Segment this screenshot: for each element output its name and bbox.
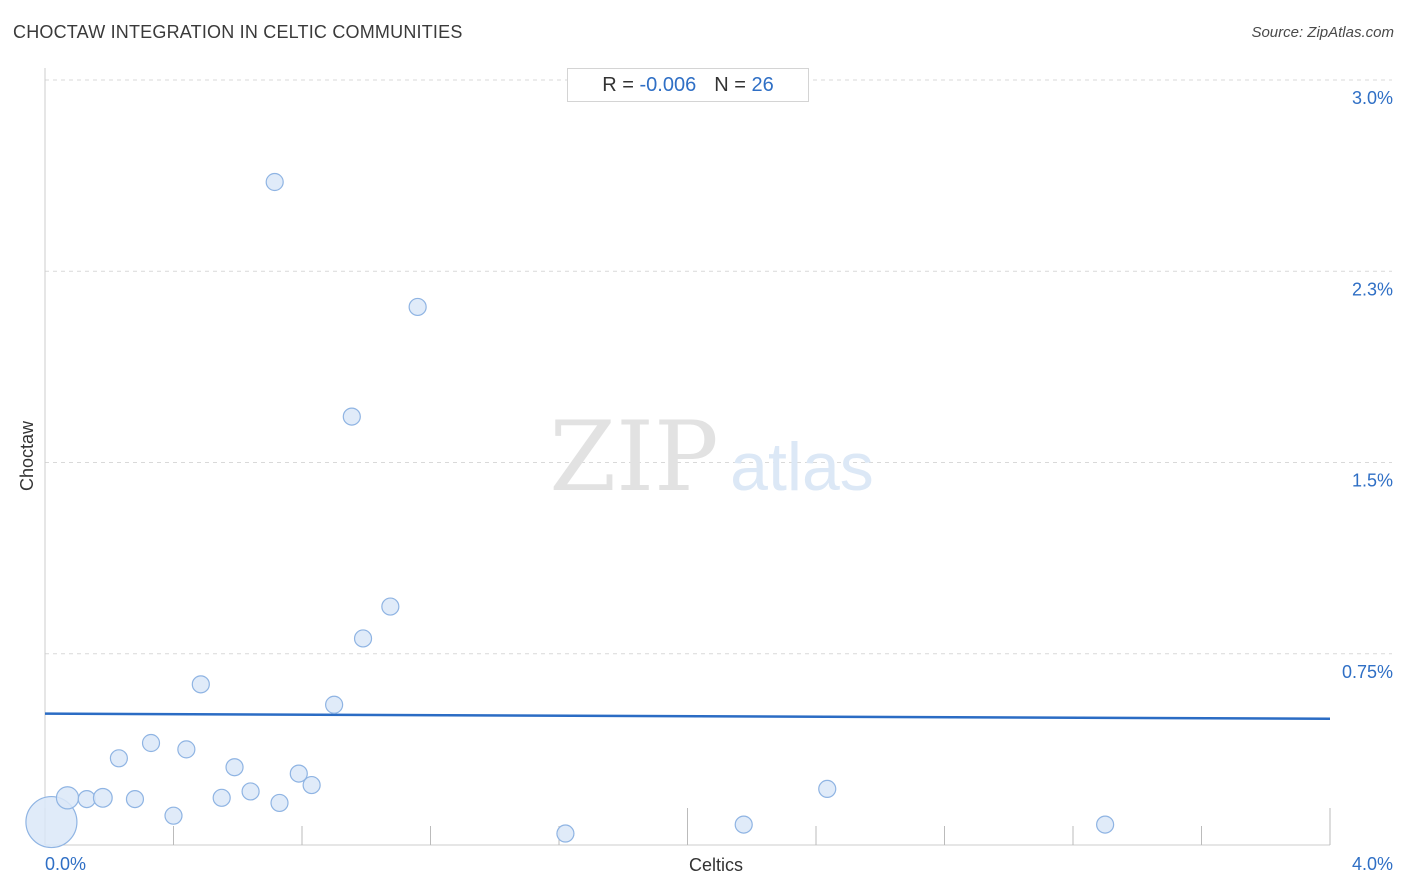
r-value: -0.006 — [639, 73, 697, 96]
source-label: Source: ZipAtlas.com — [1251, 24, 1394, 41]
data-point-1 — [55, 786, 80, 810]
data-point-20 — [381, 597, 400, 616]
trend-line-group — [44, 712, 1331, 721]
chart-title: CHOCTAW INTEGRATION IN CELTIC COMMUNITIE… — [13, 22, 463, 42]
data-point-19 — [353, 629, 373, 648]
data-point-9 — [191, 675, 210, 694]
data-points — [25, 172, 1115, 849]
data-point-15 — [289, 764, 308, 783]
data-point-4 — [109, 749, 128, 768]
correlation-stats-box: R = -0.006 N = 26 — [567, 68, 809, 102]
grid-lines — [45, 79, 1392, 655]
y-axis-label: Choctaw — [17, 420, 37, 491]
data-point-8 — [177, 740, 196, 759]
x-tick-label-0: 0.0% — [45, 854, 86, 874]
data-point-7 — [164, 806, 183, 825]
data-point-18 — [342, 407, 361, 426]
axes: 0.75% 1.5% 2.3% 3.0% 0.0% 4.0% — [44, 68, 1393, 874]
data-point-0 — [25, 795, 78, 849]
watermark-atlas: atlas — [730, 429, 874, 505]
data-point-13 — [265, 172, 284, 192]
data-point-17 — [325, 695, 344, 714]
data-point-2 — [77, 789, 96, 809]
y-tick-label-1: 1.5% — [1352, 471, 1393, 491]
data-point-23 — [734, 815, 753, 834]
data-point-14 — [270, 793, 289, 813]
data-point-24 — [818, 779, 837, 799]
x-axis-label: Celtics — [689, 855, 743, 875]
r-label: R = — [602, 73, 634, 96]
watermark: ZIP atlas — [549, 401, 873, 513]
x-tick-label-1: 4.0% — [1352, 854, 1393, 874]
n-stat: N = 26 — [714, 74, 774, 97]
data-point-12 — [241, 782, 260, 801]
data-point-16 — [302, 775, 321, 795]
y-tick-label-2: 2.3% — [1352, 279, 1393, 299]
axis-labels: Celtics Choctaw — [17, 420, 743, 875]
data-point-22 — [556, 824, 575, 843]
trend-line — [44, 712, 1331, 721]
data-point-25 — [1096, 815, 1115, 834]
data-point-6 — [141, 733, 161, 753]
y-tick-label-0: 0.75% — [1342, 662, 1393, 682]
watermark-zip: ZIP — [549, 401, 718, 513]
data-point-5 — [125, 789, 145, 809]
data-point-10 — [212, 788, 231, 807]
y-tick-label-3: 3.0% — [1352, 88, 1393, 108]
data-point-11 — [225, 758, 244, 777]
n-label: N = — [714, 73, 746, 96]
data-point-3 — [92, 787, 113, 808]
r-stat: R = -0.006 — [602, 74, 696, 97]
n-value: 26 — [751, 73, 774, 96]
data-point-21 — [408, 297, 427, 317]
